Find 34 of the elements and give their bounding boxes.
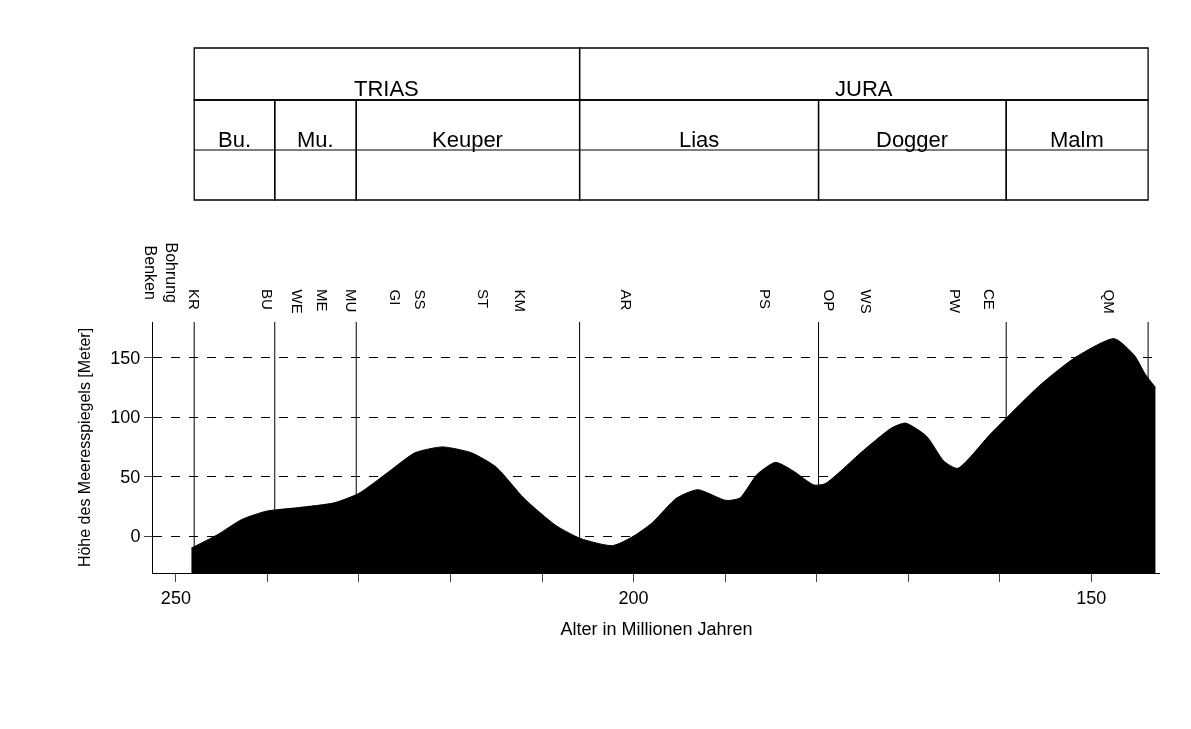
text: SS [411,289,429,310]
x-tick-label: 200 [618,587,649,608]
text: PW [947,289,964,314]
text: ME [314,289,331,312]
text: TRIAS [354,76,419,101]
text: CE [981,289,998,310]
text: JURA [835,76,893,101]
text: KR [186,289,203,310]
text: OP [820,289,838,312]
text: ST [475,289,492,309]
y-tick-label: 100 [110,407,141,428]
text: Keuper [432,127,503,152]
text: QM [1100,289,1118,314]
text: Mu. [297,127,334,152]
y-tick-label: 0 [130,526,141,547]
text: KM [511,289,529,312]
text: WS [857,289,875,314]
text: Dogger [876,127,949,152]
text: Malm [1050,127,1104,152]
text: WE [288,289,306,314]
y-axis-title: Höhe des Meeresspiegels [Meter] [76,327,94,568]
y-tick-label: 50 [120,466,141,487]
y-tick-label: 150 [110,347,141,368]
x-tick-label: 150 [1076,587,1107,608]
text: AR [617,289,635,311]
text: Lias [679,127,720,152]
x-axis-title: Alter in Millionen Jahren [560,618,753,639]
text: Bohrung Benken [141,242,180,303]
text: BU [259,289,276,310]
text: GI [386,289,404,306]
text: MU [343,289,360,313]
text: Bu. [218,127,252,152]
x-tick-label: 250 [160,587,191,608]
text: PS [757,289,774,310]
